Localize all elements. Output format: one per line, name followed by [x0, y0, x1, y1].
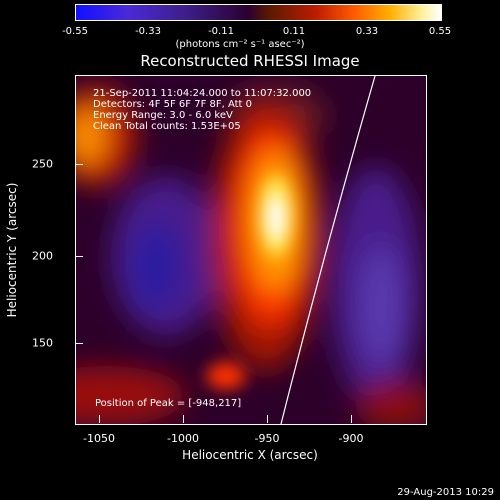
info-counts: Clean Total counts: 1.53E+05 — [93, 121, 241, 132]
x-axis-label: Heliocentric X (arcsec) — [182, 448, 318, 462]
plot-title: Reconstructed RHESSI Image — [140, 52, 360, 70]
y-tick: 200 — [32, 249, 53, 263]
colorbar-tick: -0.33 — [135, 26, 161, 37]
colorbar-tick: 0.33 — [355, 26, 379, 37]
colorbar-tick: -0.55 — [62, 26, 88, 37]
x-tick: -1000 — [167, 432, 199, 445]
colorbar-tick: 0.55 — [428, 26, 452, 37]
info-time: 21-Sep-2011 11:04:24.000 to 11:07:32.000 — [93, 88, 312, 99]
x-tick: -950 — [254, 432, 280, 445]
info-energy: Energy Range: 3.0 - 6.0 keV — [93, 110, 233, 121]
colorbar-units: (photons cm⁻² s⁻¹ asec⁻²) — [175, 39, 305, 50]
observation-info: 21-Sep-2011 11:04:24.000 to 11:07:32.000… — [93, 88, 311, 132]
image-canvas — [76, 76, 426, 424]
colorbar-tick: -0.11 — [208, 26, 234, 37]
colorbar — [75, 4, 442, 21]
y-tick: 250 — [32, 157, 53, 171]
timestamp: 29-Aug-2013 10:29 — [397, 487, 494, 498]
x-tick: -1050 — [83, 432, 115, 445]
x-tick: -900 — [338, 432, 364, 445]
colorbar-tick: 0.11 — [282, 26, 306, 37]
info-detectors: Detectors: 4F 5F 6F 7F 8F, Att 0 — [93, 99, 253, 110]
y-tick: 150 — [32, 336, 53, 350]
limb-line — [280, 76, 376, 424]
rhessi-image — [75, 75, 427, 425]
y-axis-label: Heliocentric Y (arcsec) — [5, 182, 19, 318]
peak-position: Position of Peak = [-948,217] — [95, 398, 242, 409]
